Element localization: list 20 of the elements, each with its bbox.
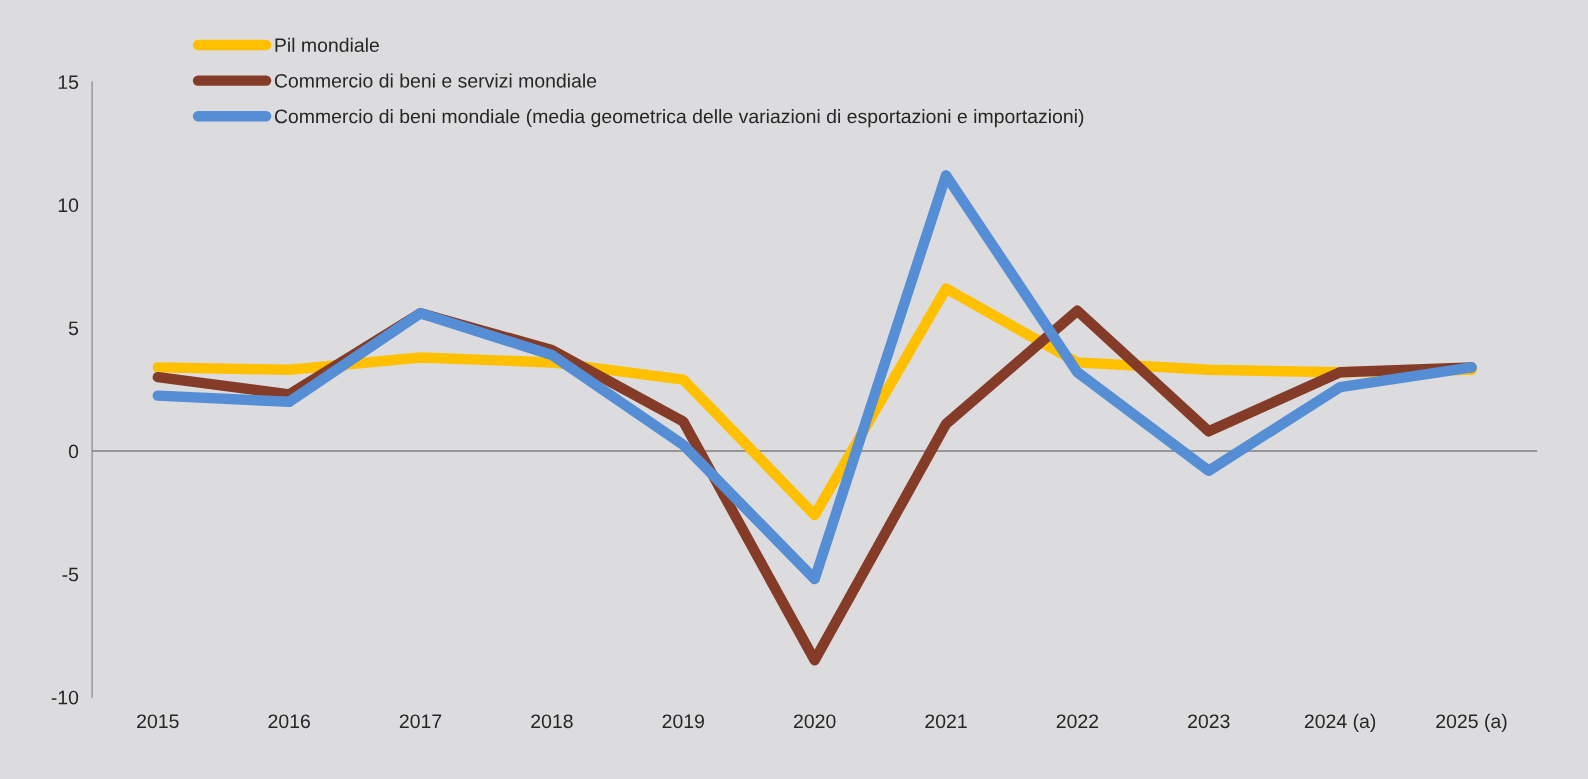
y-tick-label: -10: [51, 690, 79, 705]
x-tick-label: 2022: [1056, 714, 1099, 729]
legend-label: Commercio di beni mondiale (media geometrica delle variazioni di esportazioni e importazioni): [274, 109, 1084, 128]
y-tick-label: 15: [58, 75, 79, 90]
y-tick-label: -5: [62, 567, 79, 582]
x-tick-label: 2024 (a): [1304, 713, 1376, 732]
x-tick-label: 2018: [531, 714, 573, 729]
x-tick-label: 2023: [1188, 714, 1230, 729]
y-tick-label: 5: [68, 321, 79, 336]
legend-label: Commercio di beni e servizi mondiale: [274, 73, 597, 88]
x-tick-label: 2025 (a): [1436, 713, 1507, 732]
x-tick-label: 2021: [925, 714, 967, 729]
x-tick-label: 2015: [137, 714, 179, 729]
x-tick-label: 2016: [268, 714, 310, 729]
x-tick-label: 2017: [399, 714, 442, 729]
y-tick-label: 10: [58, 198, 79, 213]
x-tick-label: 2020: [794, 714, 836, 729]
x-tick-label: 2019: [662, 714, 704, 729]
y-tick-label: 0: [68, 444, 79, 459]
legend-label: Pil mondiale: [275, 37, 379, 53]
